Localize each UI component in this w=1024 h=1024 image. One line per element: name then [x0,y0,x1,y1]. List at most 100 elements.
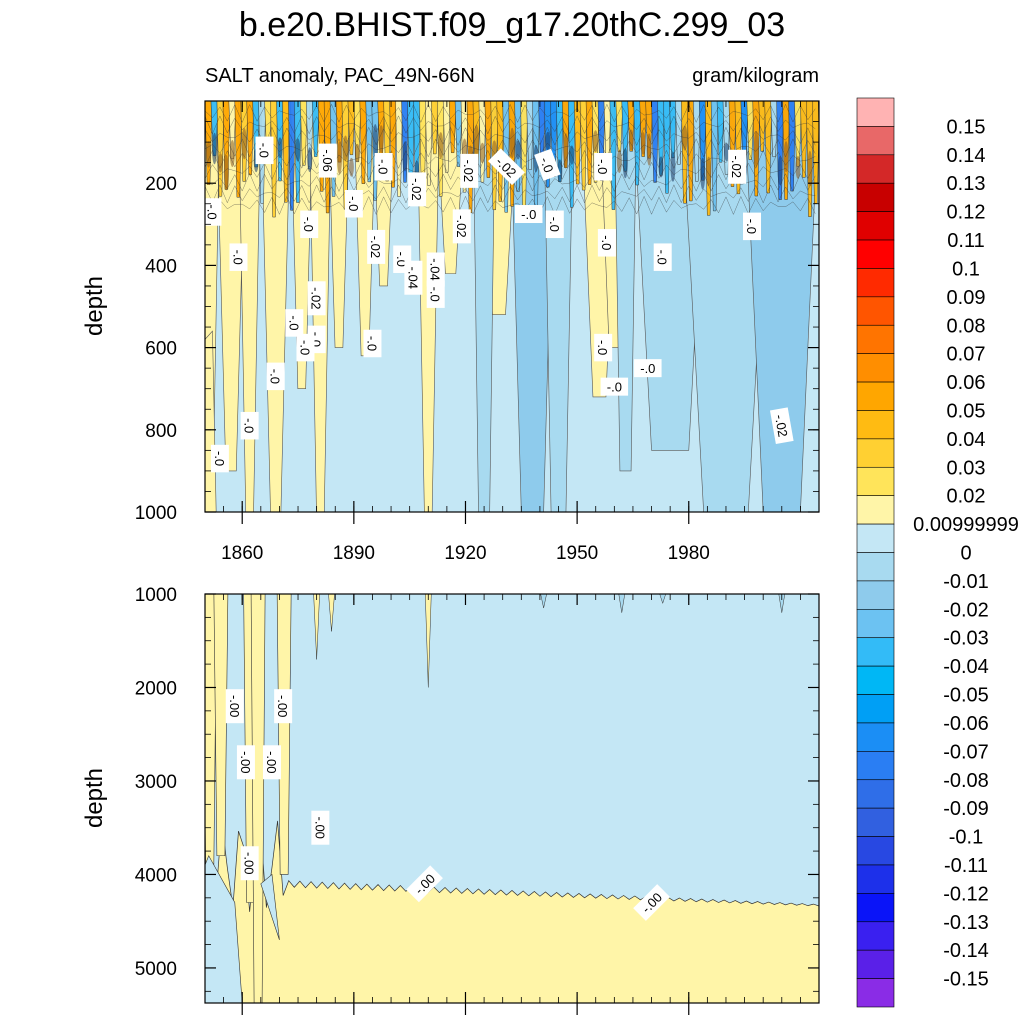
contour-label: -.02 [460,153,479,188]
surface-anomaly-cell [365,101,374,183]
contour-line [205,138,816,158]
thin-intrusion [618,594,626,613]
contour-label-text: -.0 [744,219,759,234]
colorbar-swatch [856,211,895,241]
blue-pocket [205,855,243,1003]
colorbar-label: -0.11 [944,855,988,877]
contour-label-box [307,281,326,316]
colorbar-label: -0.05 [943,685,989,707]
contour-label: -.0 [545,210,564,239]
contour-label-text: -.0 [230,250,245,265]
colorbar-label: -0.07 [943,741,989,763]
surface-core [229,139,235,168]
y-tick-label: 3000 [135,772,177,793]
surface-anomaly-cell [788,101,796,192]
yellow-column [276,594,292,875]
contour-label: -.0 [296,333,315,362]
contour-label-text: -.02 [729,156,744,178]
colorbar-label: -0.15 [943,969,989,991]
contour-label: -.02 [728,149,747,184]
chart-title: b.e20.BHIST.f09_g17.20thC.299_03 [239,6,785,44]
contour-line [205,126,816,147]
colorbar-swatch [856,154,895,184]
surface-core [438,132,444,159]
colorbar-swatch [856,694,895,724]
upper-panel: -.0 -.0 -.0 -.0 -.0 -.02 -.0 -.02 -.04 -.06 -.0 -.0… [81,100,820,564]
colorbar-label: 0.05 [947,400,986,422]
colorbar-label: 0 [960,543,971,565]
contour-label: -.0 [363,329,382,358]
surface-core [372,124,378,158]
colorbar-label: 0.1 [952,258,980,280]
contour-label-box [296,333,315,362]
contour-label: -.02 [408,172,427,207]
colorbar-swatch [856,410,895,440]
colorbar-label: 0.00999999 [913,514,1019,536]
y-tick-label: 800 [145,421,177,442]
surface-core [277,137,283,159]
colorbar-swatch [856,921,895,951]
contour-label-box [743,212,762,241]
contour-label-text: -.00 [242,852,257,874]
colorbar-label: 0.11 [947,230,984,252]
contour-label-box [367,229,386,264]
contour-label-box [426,252,445,287]
contour-label-box [318,143,337,178]
contour-label-box [460,153,479,188]
surface-anomaly-cell [800,101,808,178]
surface-anomaly-cell [615,101,624,152]
y-tick-label: 5000 [135,959,177,980]
surface-core [563,133,569,169]
surface-core [223,155,229,191]
colorbar-label: 0.06 [947,372,986,394]
contour-label-box [300,210,319,239]
colorbar-label: 0.13 [947,173,986,195]
colorbar-swatch [856,637,895,667]
colorbar-swatch [856,609,895,639]
contour-label-text: -.06 [320,149,335,171]
colorbar-swatch [856,126,895,156]
surface-core [354,143,360,163]
contour-label-box [210,444,229,473]
contour-label-text: -.0 [640,361,655,376]
deep-yellow-layer [205,818,819,1003]
surface-core [509,127,515,159]
upper-anomaly-field [205,101,819,512]
colorbar-swatch [856,296,895,326]
contour-label: -.0 [634,359,662,378]
contour-label-box [634,359,662,378]
contour-label-text: -.0 [364,336,379,351]
colorbar-swatch [856,864,895,894]
colorbar-label: -0.14 [943,940,989,962]
contour-label-box [374,153,393,181]
contour-line [205,115,816,135]
contour-label-text: -.00 [312,817,327,839]
contour-line [205,103,816,124]
surface-core [473,124,479,156]
thin-intrusion [425,594,432,688]
chart-subtitle-left: SALT anomaly, PAC_49N-66N [205,65,475,87]
surface-core [706,156,712,187]
colorbar-swatch [856,807,895,837]
colorbar: 0.15 0.14 0.13 0.12 0.11 0.1 0.09 0.08 0.07 0.06 0… [856,97,1019,1008]
contour-label-box [344,190,363,218]
colorbar-swatch [856,523,895,553]
lower-y-axis: 1000 2000 3000 4000 5000 [135,585,819,992]
contour-label-text: -.00 [275,695,290,717]
contour-label-box [633,884,670,921]
contour-line [205,195,816,216]
surface-core [783,141,789,173]
colorbar-label: -0.02 [943,599,989,621]
contour-label: -.04 [404,260,423,295]
contour-label: -.0 [594,153,613,181]
colorbar-label: -0.01 [943,571,989,593]
colorbar-swatch [856,239,895,269]
contour-label-text: -.0 [655,250,670,265]
contour-label: -.0 [374,153,393,181]
contour-label-box [311,810,330,845]
contour-label-text: -.0 [212,451,227,466]
colorbar-swatch [856,268,895,298]
contour-label-text: -.0 [242,418,257,433]
contour-label-text: -.0 [346,196,361,211]
y-tick-label: 600 [145,339,177,360]
